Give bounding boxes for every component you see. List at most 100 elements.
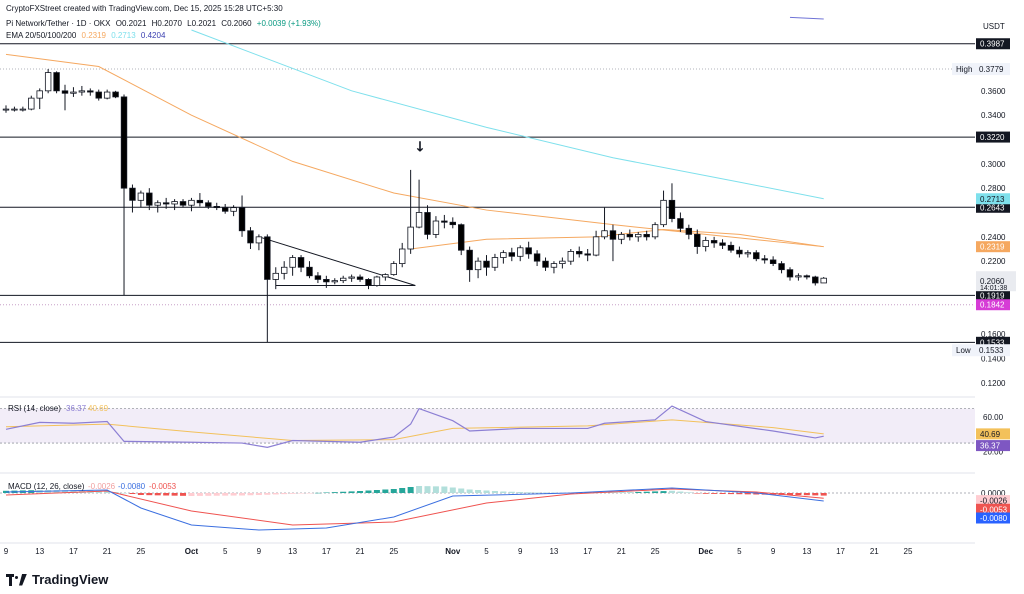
ema-label: EMA 20/50/100/200 xyxy=(6,31,77,40)
triangle-trendline xyxy=(258,236,416,286)
candle-body xyxy=(466,249,473,271)
ema50-price-tag: 0.2713 xyxy=(976,193,1010,205)
macd-histogram-bar xyxy=(399,488,406,493)
level-price-tag: 0.3220 xyxy=(976,131,1010,143)
macd-value-tag: -0.0080 xyxy=(976,512,1010,524)
macd-histogram-bar xyxy=(247,493,254,496)
macd-title-macd: -0.0080 xyxy=(118,482,146,491)
macd-histogram-bar xyxy=(736,493,743,495)
candle-body xyxy=(306,266,313,277)
candle-body xyxy=(491,257,499,268)
candle-body xyxy=(609,230,617,240)
change-value: +0.0039 (+1.93%) xyxy=(256,19,321,28)
time-axis-tick: 21 xyxy=(617,547,626,556)
candle-body xyxy=(230,207,237,212)
macd-line xyxy=(5,487,824,531)
price-axis-tick: 0.2800 xyxy=(981,184,1006,193)
macd-histogram-bar xyxy=(171,493,178,496)
macd-histogram-bar xyxy=(719,493,726,494)
brand-text: TradingView xyxy=(32,572,109,587)
macd-histogram-bar xyxy=(306,493,313,494)
level-price-tag: 0.3987 xyxy=(976,38,1010,50)
candle-body xyxy=(221,207,229,212)
level-price-tag-text: 0.3220 xyxy=(980,133,1005,142)
candle-body xyxy=(584,253,591,256)
macd-histogram-bar xyxy=(357,491,364,493)
macd-histogram-bar xyxy=(542,492,549,494)
rsi-ma-tag: 40.69 xyxy=(976,428,1010,440)
candle-body xyxy=(542,260,549,268)
macd-histogram-bar xyxy=(323,492,330,493)
ema-line xyxy=(789,16,824,20)
time-axis-tick: 9 xyxy=(771,547,776,556)
candle-body xyxy=(78,90,86,93)
level-price-tag: 0.2643 xyxy=(976,201,1010,213)
time-axis-tick: 9 xyxy=(257,547,262,556)
macd-histogram-bar xyxy=(812,493,819,496)
macd-histogram-bar xyxy=(618,491,625,493)
time-axis-tick: Oct xyxy=(185,547,199,556)
macd-histogram-bar xyxy=(525,492,532,493)
time-axis-tick: 17 xyxy=(322,547,331,556)
macd-histogram-bar xyxy=(500,491,507,493)
ema50-value: 0.2713 xyxy=(111,31,136,40)
candle-body xyxy=(449,221,456,226)
macd-histogram-bar xyxy=(458,488,465,493)
candle-body xyxy=(272,272,279,280)
ema-legend: EMA 20/50/100/200 0.2319 0.2713 0.4204 xyxy=(6,31,168,41)
ema20-value: 0.2319 xyxy=(81,31,106,40)
macd-histogram-bar xyxy=(727,493,734,495)
macd-histogram-bar xyxy=(803,493,810,496)
macd-histogram-bar xyxy=(786,493,793,495)
high-value: H0.2070 xyxy=(151,19,182,28)
time-axis-tick: 25 xyxy=(136,547,145,556)
level-price-tag-text: 0.1919 xyxy=(980,291,1005,300)
ema20-price-tag-text: 0.2319 xyxy=(980,243,1005,252)
macd-histogram-bar xyxy=(373,490,380,493)
macd-histogram-bar xyxy=(550,492,557,494)
candle-body xyxy=(129,187,136,201)
price-axis-tick: 0.2400 xyxy=(981,233,1006,242)
candle-body xyxy=(399,248,406,265)
time-axis-tick: 13 xyxy=(35,547,44,556)
ohlc-legend: Pi Network/Tether · 1D · OKX O0.2021 H0.… xyxy=(6,19,324,29)
macd-histogram-bar xyxy=(62,490,69,493)
macd-histogram-bar xyxy=(534,492,541,493)
macd-histogram-bar xyxy=(652,491,659,493)
time-axis-tick: 21 xyxy=(356,547,365,556)
ema100-value: 0.4204 xyxy=(140,31,166,40)
candle-body xyxy=(668,199,676,219)
ema-line xyxy=(191,29,824,200)
candle-body xyxy=(441,220,448,223)
candle-body xyxy=(53,72,60,92)
candle-body xyxy=(314,275,322,280)
macd-histogram-bar xyxy=(272,493,279,495)
current-price-tag: 0.2060 xyxy=(976,271,1016,292)
time-axis-tick: Nov xyxy=(445,547,461,556)
macd-title: MACD (12, 26, close) xyxy=(8,482,85,491)
macd-histogram-bar xyxy=(213,493,220,496)
price-axis-tick: 0.2200 xyxy=(981,257,1006,266)
macd-histogram-bar xyxy=(264,493,271,495)
marker-price-tag-text: 0.1842 xyxy=(980,301,1005,310)
macd-title-hist: -0.0026 xyxy=(88,482,116,491)
countdown-text: 14:01:38 xyxy=(980,285,1007,292)
macd-histogram-bar xyxy=(188,493,195,496)
time-axis-tick: 5 xyxy=(223,547,228,556)
current-price-tag-text: 0.2060 xyxy=(980,277,1005,286)
macd-histogram-bar xyxy=(491,491,498,493)
macd-signal-tag: -0.0053 xyxy=(976,503,1010,515)
low-label-value: 0.1533 xyxy=(979,346,1004,355)
macd-histogram-bar xyxy=(382,489,389,493)
symbol-label: Pi Network/Tether · 1D · OKX xyxy=(6,19,111,28)
header-credit: CryptoFXStreet created with TradingView.… xyxy=(6,4,286,14)
low-label-text: Low xyxy=(956,346,971,355)
candle-body xyxy=(719,242,726,246)
macd-histogram-bar xyxy=(424,486,431,493)
time-axis-tick: 13 xyxy=(802,547,811,556)
macd-histogram-bar xyxy=(222,493,229,496)
candle-body xyxy=(70,91,77,94)
candle-body xyxy=(323,279,330,283)
candle-body xyxy=(677,218,684,229)
